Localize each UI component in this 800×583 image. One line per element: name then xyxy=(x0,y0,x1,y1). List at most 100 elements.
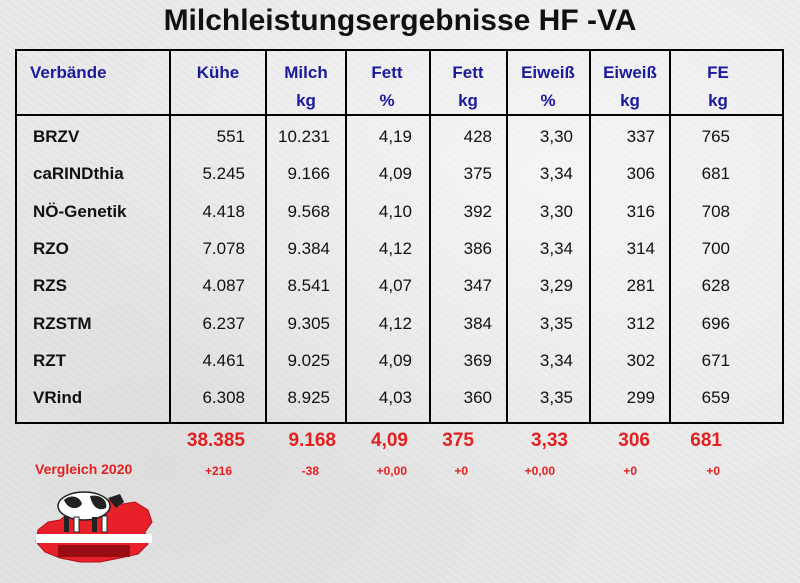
table-cell: 9.384 xyxy=(287,239,330,258)
table-cell: 10.231 xyxy=(278,127,330,146)
column-header-unit: kg xyxy=(620,91,640,110)
row-label: RZO xyxy=(33,239,69,258)
table-cell: 428 xyxy=(463,127,492,146)
table-cell: 4,19 xyxy=(378,127,412,146)
table-cell: 375 xyxy=(463,164,492,183)
total-value: 681 xyxy=(690,430,722,451)
table-cell: 700 xyxy=(701,239,730,258)
column-divider xyxy=(169,49,171,424)
table-cell: 4.418 xyxy=(202,202,245,221)
row-label: NÖ-Genetik xyxy=(33,202,127,221)
comparison-value: +0,00 xyxy=(524,464,555,478)
total-value: 9.168 xyxy=(288,430,336,451)
column-header-unit: % xyxy=(540,91,556,110)
comparison-value: +216 xyxy=(204,464,232,478)
comparison-value: -38 xyxy=(301,464,319,478)
table-cell: 6.237 xyxy=(202,314,245,333)
table-cell: 369 xyxy=(463,351,492,370)
total-value: 3,33 xyxy=(531,430,568,451)
table-cell: 4,07 xyxy=(378,276,412,295)
column-header: Kühe xyxy=(196,63,240,82)
table-cell: 3,30 xyxy=(539,202,573,221)
table-cell: 628 xyxy=(701,276,730,295)
column-header-unit: kg xyxy=(708,91,728,110)
table-cell: 347 xyxy=(463,276,492,295)
column-divider xyxy=(669,49,671,424)
column-header: Verbände xyxy=(30,63,107,82)
table-cell: 4,12 xyxy=(378,314,412,333)
table-cell: 392 xyxy=(463,202,492,221)
column-header-unit: kg xyxy=(296,91,316,110)
comparison-value: +0,00 xyxy=(376,464,407,478)
row-label: RZS xyxy=(33,276,67,295)
total-value: 38.385 xyxy=(186,430,245,451)
table-cell: 765 xyxy=(701,127,730,146)
column-header: Fett xyxy=(371,63,403,82)
total-value: 306 xyxy=(618,430,650,451)
table-cell: 696 xyxy=(701,314,730,333)
table-cell: 3,34 xyxy=(539,351,573,370)
page-title: Milchleistungsergebnisse HF -VA xyxy=(163,4,637,37)
column-header-unit: % xyxy=(379,91,395,110)
column-header-unit: kg xyxy=(458,91,478,110)
total-value: 4,09 xyxy=(371,430,408,451)
table-cell: 8.925 xyxy=(287,388,330,407)
column-divider xyxy=(265,49,267,424)
table-cell: 386 xyxy=(463,239,492,258)
comparison-value: +0 xyxy=(623,464,637,478)
table-cell: 6.308 xyxy=(202,388,245,407)
table-cell: 5.245 xyxy=(202,164,245,183)
table-cell: 3,30 xyxy=(539,127,573,146)
table-cell: 659 xyxy=(701,388,730,407)
table-cell: 4,09 xyxy=(378,164,412,183)
table-cell: 4,10 xyxy=(378,202,412,221)
table-cell: 8.541 xyxy=(287,276,330,295)
table-cell: 9.305 xyxy=(287,314,330,333)
table-cell: 9.166 xyxy=(287,164,330,183)
table-cell: 4,12 xyxy=(378,239,412,258)
column-divider xyxy=(506,49,508,424)
table-cell: 299 xyxy=(626,388,655,407)
row-label: RZT xyxy=(33,351,67,370)
header-divider xyxy=(15,114,784,116)
table-cell: 3,35 xyxy=(539,314,573,333)
table-cell: 9.568 xyxy=(287,202,330,221)
total-value: 375 xyxy=(442,430,474,451)
table-cell: 4.461 xyxy=(202,351,245,370)
logo-text: Holstein Austria xyxy=(62,534,131,544)
table-cell: 7.078 xyxy=(202,239,245,258)
row-label: RZSTM xyxy=(33,314,92,333)
comparison-label: Vergleich 2020 xyxy=(35,461,133,477)
table-cell: 384 xyxy=(463,314,492,333)
table-cell: 681 xyxy=(701,164,730,183)
column-header: Eiweiß xyxy=(603,63,657,82)
holstein-austria-logo xyxy=(35,491,153,563)
column-header: Milch xyxy=(284,63,328,82)
column-header: Fett xyxy=(452,63,484,82)
table-cell: 551 xyxy=(216,127,245,146)
table-cell: 3,35 xyxy=(539,388,573,407)
column-header: FE xyxy=(707,63,729,82)
table-cell: 316 xyxy=(626,202,655,221)
table-cell: 3,34 xyxy=(539,164,573,183)
table-cell: 312 xyxy=(626,314,655,333)
table-frame xyxy=(15,49,784,424)
table-cell: 9.025 xyxy=(287,351,330,370)
table-cell: 671 xyxy=(701,351,730,370)
table-cell: 4,03 xyxy=(378,388,412,407)
comparison-value: +0 xyxy=(706,464,720,478)
table-cell: 4,09 xyxy=(378,351,412,370)
column-divider xyxy=(429,49,431,424)
table-cell: 337 xyxy=(626,127,655,146)
table-cell: 360 xyxy=(463,388,492,407)
column-divider xyxy=(589,49,591,424)
table-cell: 314 xyxy=(626,239,655,258)
row-label: VRind xyxy=(33,388,83,407)
table-cell: 3,29 xyxy=(539,276,573,295)
column-header: Eiweiß xyxy=(521,63,575,82)
table-cell: 302 xyxy=(626,351,655,370)
table-cell: 3,34 xyxy=(539,239,573,258)
table-cell: 4.087 xyxy=(202,276,245,295)
column-divider xyxy=(345,49,347,424)
